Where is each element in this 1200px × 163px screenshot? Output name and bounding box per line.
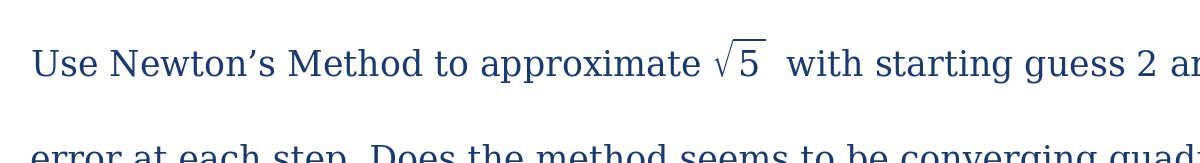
Text: error at each step. Does the method seems to be converging quadratically?: error at each step. Does the method seem… bbox=[30, 143, 1200, 163]
Text: Use Newton’s Method to approximate $\sqrt{5}$  with starting guess 2 and conside: Use Newton’s Method to approximate $\sqr… bbox=[30, 36, 1200, 86]
